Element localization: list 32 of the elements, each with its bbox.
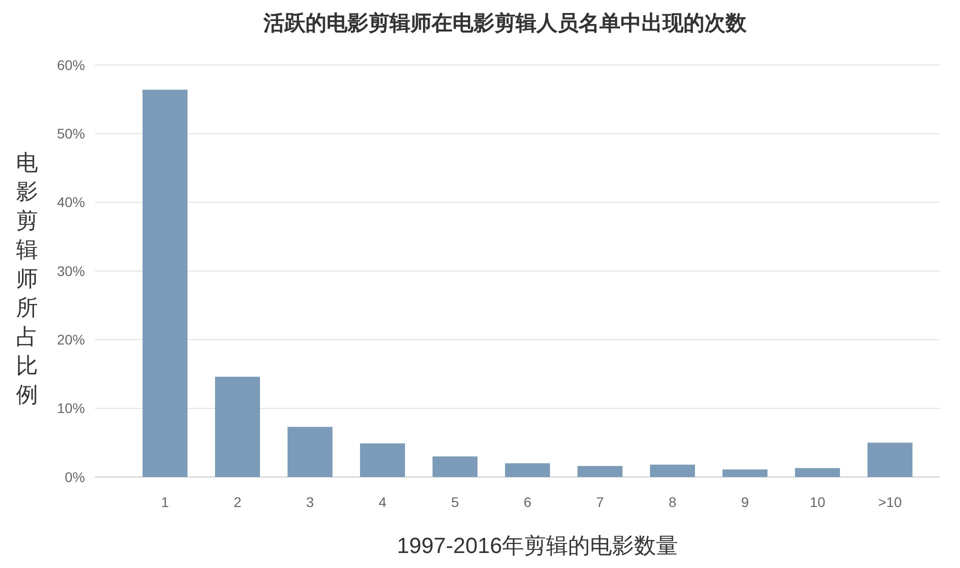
text: 电影剪辑师所占比例 [16,150,38,407]
y-tick-label: 40% [56,194,85,210]
y-tick-label: 50% [56,126,85,142]
bar [142,90,188,477]
x-tick-label: 1 [161,494,170,510]
x-tick-label: >10 [878,494,902,510]
x-tick-label: 10 [810,494,826,510]
y-tick-label: 30% [56,262,85,279]
bar [795,468,840,477]
bar [505,463,550,477]
x-tick-label: 2 [234,494,242,510]
x-tick-label: 9 [741,494,750,510]
bar [215,376,260,477]
chart-title: 活跃的电影剪辑师在电影剪辑人员名单中出现的次数 [262,11,748,35]
bar [432,456,478,477]
bar [288,426,332,477]
y-tick-label: 60% [56,56,85,73]
bar [650,464,695,477]
bar [578,466,622,477]
y-tick-label: 0% [64,468,85,485]
x-tick-label: 5 [451,494,460,510]
y-tick-label: 20% [56,332,85,348]
x-axis-title: 1997-2016年剪辑的电影数量 [396,533,678,558]
x-tick-label: 7 [596,494,604,510]
x-tick-label: 4 [378,494,387,510]
x-tick-label: 8 [668,494,677,510]
bar [722,469,768,477]
x-tick-label: 6 [524,494,532,510]
bar [868,442,912,477]
x-tick-label: 3 [306,494,314,510]
bar [360,443,405,477]
y-tick-label: 10% [56,400,85,416]
